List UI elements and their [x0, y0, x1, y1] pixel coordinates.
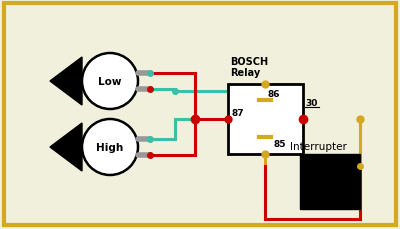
Text: Relay: Relay: [230, 68, 260, 78]
Polygon shape: [50, 123, 82, 171]
Text: 87: 87: [232, 109, 245, 117]
Bar: [228, 85, 303, 154]
Circle shape: [82, 54, 138, 109]
Text: Low: Low: [98, 77, 122, 87]
Text: 86: 86: [267, 90, 280, 98]
Text: Interrupter: Interrupter: [290, 141, 347, 151]
Text: High: High: [96, 142, 124, 152]
Text: 30: 30: [305, 98, 317, 108]
Polygon shape: [50, 58, 82, 106]
Circle shape: [82, 120, 138, 175]
Text: BOSCH: BOSCH: [230, 57, 268, 67]
Bar: [300, 154, 360, 209]
Text: 85: 85: [273, 139, 286, 148]
